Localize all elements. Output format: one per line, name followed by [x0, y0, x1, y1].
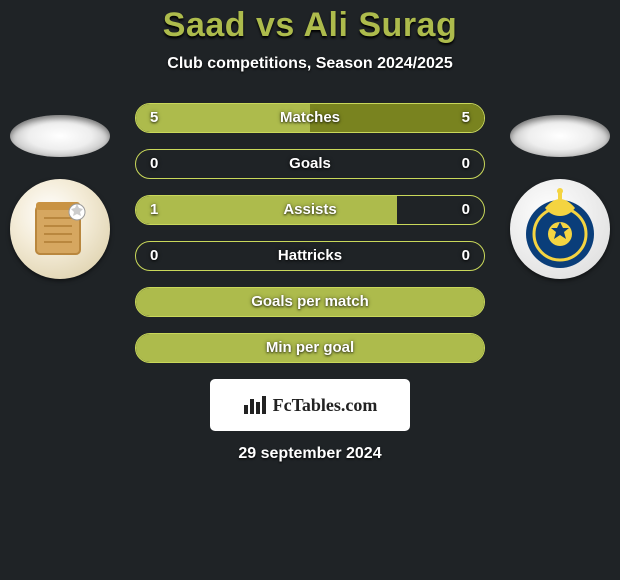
stat-value-right: 0 — [462, 196, 470, 224]
stat-label: Assists — [283, 201, 336, 218]
stat-value-right: 0 — [462, 242, 470, 270]
subtitle: Club competitions, Season 2024/2025 — [0, 55, 620, 73]
stat-row: 0 0 Hattricks — [135, 241, 485, 271]
club-badge-left — [10, 179, 110, 279]
stat-value-right: 0 — [462, 150, 470, 178]
stat-fill-left — [136, 196, 397, 224]
stat-row: 5 5 Matches — [135, 103, 485, 133]
brand-badge[interactable]: FcTables.com — [210, 379, 410, 431]
flag-right — [510, 115, 610, 157]
stat-row: 0 0 Goals — [135, 149, 485, 179]
stat-value-right: 5 — [462, 104, 470, 132]
club-logo-left-icon — [25, 194, 95, 264]
stat-value-left: 5 — [150, 104, 158, 132]
player-right-block — [510, 115, 610, 279]
stat-value-left: 0 — [150, 150, 158, 178]
stat-label: Goals per match — [251, 293, 369, 310]
stat-label: Hattricks — [278, 247, 342, 264]
page-title: Saad vs Ali Surag — [0, 6, 620, 45]
stat-label: Goals — [289, 155, 331, 172]
stat-row: 1 0 Assists — [135, 195, 485, 225]
stat-label: Matches — [280, 109, 340, 126]
brand-text: FcTables.com — [273, 395, 378, 416]
date-text: 29 september 2024 — [0, 445, 620, 463]
stat-row: Min per goal — [135, 333, 485, 363]
stats-container: 5 5 Matches 0 0 Goals 1 0 Assists 0 0 Hattricks Goal… — [135, 103, 485, 363]
stat-value-left: 1 — [150, 196, 158, 224]
stat-value-left: 0 — [150, 242, 158, 270]
club-badge-right — [510, 179, 610, 279]
brand-chart-icon — [243, 395, 267, 415]
stat-label: Min per goal — [266, 339, 354, 356]
club-logo-right-icon — [517, 186, 603, 272]
stat-row: Goals per match — [135, 287, 485, 317]
flag-left — [10, 115, 110, 157]
player-left-block — [10, 115, 110, 279]
